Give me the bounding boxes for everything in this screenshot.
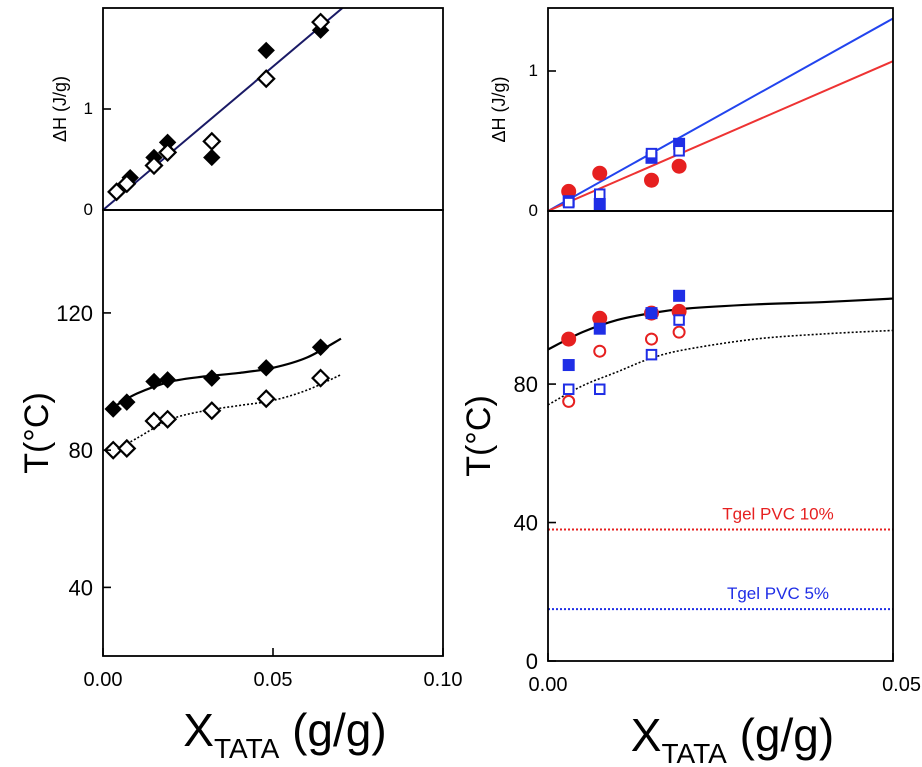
data-point xyxy=(257,41,275,60)
y-tick-label: 0 xyxy=(84,200,93,219)
x-label-subscript: TATA xyxy=(214,733,280,764)
data-point xyxy=(144,156,164,176)
plot-area xyxy=(548,289,893,611)
series-circle-filled xyxy=(561,158,687,199)
data-point xyxy=(202,131,222,151)
data-point xyxy=(158,142,178,162)
data-point xyxy=(644,172,659,188)
panel-right-bottom: Tgel PVC 10% Tgel PVC 5% 0 40 80 0.00 0.05 T(°C… xyxy=(460,210,921,767)
fit-curve xyxy=(112,337,342,409)
fit-line xyxy=(548,17,893,211)
data-point xyxy=(203,148,221,167)
data-point xyxy=(562,394,576,408)
plot-area xyxy=(103,8,344,210)
x-label-subscript: TATA xyxy=(661,738,727,767)
data-point xyxy=(311,12,331,32)
y-tick-label: 40 xyxy=(514,511,538,536)
y-tick-label: 40 xyxy=(69,575,93,600)
y-tick-label: 80 xyxy=(514,372,538,397)
data-point xyxy=(117,174,137,194)
y-axis-label: T(°C) xyxy=(18,392,56,474)
data-point xyxy=(562,383,575,396)
y-tick-label: 120 xyxy=(56,301,93,326)
x-axis-label: XTATA (g/g) xyxy=(631,709,834,767)
series-square-filled xyxy=(562,137,686,210)
y-axis-label: T(°C) xyxy=(460,395,498,477)
data-point xyxy=(118,393,136,411)
y-axis-label: ΔH (J/g) xyxy=(50,76,70,142)
plot-frame xyxy=(102,7,444,211)
tgel-label: Tgel PVC 10% xyxy=(722,504,834,523)
data-point xyxy=(671,158,687,174)
panel-left-bottom: 40 80 120 0.00 0.05 0.10 T(°C) XTATA (g/g) xyxy=(18,209,463,764)
x-label-main: X xyxy=(183,704,214,756)
data-point xyxy=(256,389,276,409)
data-point xyxy=(311,338,330,356)
data-point xyxy=(594,188,606,200)
data-point xyxy=(673,145,685,157)
data-point xyxy=(593,322,606,335)
data-point xyxy=(257,359,275,377)
data-point xyxy=(562,359,575,372)
data-point xyxy=(203,369,221,387)
data-point xyxy=(594,383,606,396)
data-point xyxy=(107,182,127,202)
series-square-filled xyxy=(562,289,686,372)
plot-area xyxy=(103,337,342,460)
fit-line xyxy=(548,60,893,211)
series-diamond-filled xyxy=(107,21,330,201)
data-point xyxy=(592,165,608,181)
data-point xyxy=(202,401,222,421)
x-label-unit: (g/g) xyxy=(279,704,386,756)
series-square-open xyxy=(562,314,685,396)
y-tick-label: 0 xyxy=(529,201,538,220)
data-point xyxy=(672,325,686,339)
x-tick-label: 0.05 xyxy=(882,674,921,696)
fit-curve xyxy=(548,329,893,406)
data-point xyxy=(158,371,177,389)
panel-right-top: 0 1 ΔH (J/g) xyxy=(489,7,894,220)
data-point xyxy=(673,314,685,326)
x-tick-label: 0.00 xyxy=(84,669,123,691)
data-point xyxy=(117,438,137,458)
series-diamond-open xyxy=(107,12,331,202)
data-point xyxy=(561,331,577,347)
y-tick-label: 80 xyxy=(69,438,93,463)
panel-left-top: 0 1 ΔH (J/g) xyxy=(50,7,444,219)
data-point xyxy=(104,400,122,418)
series-diamond-filled xyxy=(104,338,330,418)
x-tick-label: 0.00 xyxy=(529,674,568,696)
data-point xyxy=(311,368,331,388)
y-axis-label: ΔH (J/g) xyxy=(489,76,509,142)
plot-frame xyxy=(102,209,444,657)
data-point xyxy=(645,348,658,361)
series-square-open xyxy=(562,145,685,209)
data-point xyxy=(673,289,686,302)
data-point xyxy=(158,409,178,429)
y-tick-label: 1 xyxy=(529,61,538,80)
data-point xyxy=(593,344,607,358)
data-point xyxy=(645,307,658,320)
plot-area xyxy=(548,17,893,211)
tgel-label: Tgel PVC 5% xyxy=(727,584,829,603)
x-axis-label: XTATA (g/g) xyxy=(183,704,386,764)
plot-frame xyxy=(547,210,894,662)
series-diamond-open xyxy=(103,368,331,460)
fit-curve xyxy=(112,373,342,453)
data-point xyxy=(562,196,575,209)
y-tick-label: 1 xyxy=(84,99,93,118)
y-tick-label: 0 xyxy=(526,649,538,674)
x-label-unit: (g/g) xyxy=(727,709,834,761)
data-point xyxy=(645,332,658,346)
data-point xyxy=(645,147,658,160)
data-point xyxy=(145,372,163,391)
data-point xyxy=(593,198,606,210)
series-circle-open xyxy=(562,325,686,408)
x-tick-label: 0.10 xyxy=(424,669,463,691)
x-label-main: X xyxy=(631,709,662,761)
x-tick-label: 0.05 xyxy=(254,669,293,691)
data-point xyxy=(144,411,164,431)
data-point xyxy=(256,69,276,89)
